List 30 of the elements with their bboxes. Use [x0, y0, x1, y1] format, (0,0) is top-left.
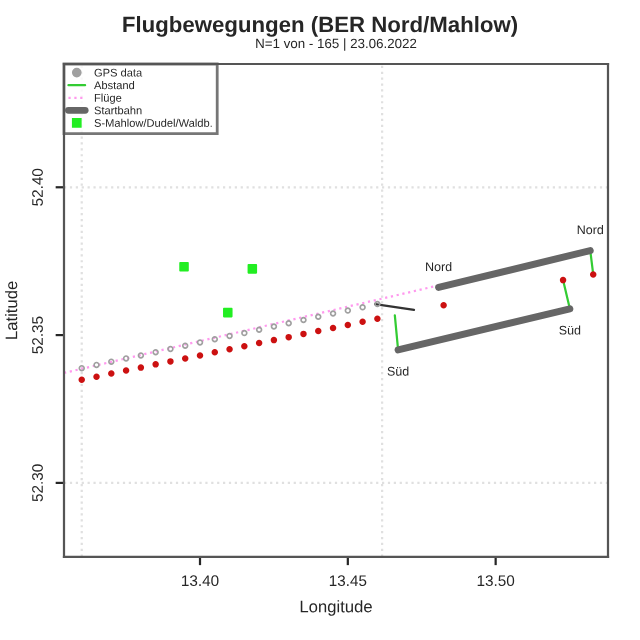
- point: [300, 330, 307, 338]
- point: [559, 276, 567, 284]
- point: [329, 324, 337, 332]
- point: [152, 361, 159, 368]
- point: [122, 367, 130, 374]
- point: [93, 373, 100, 381]
- point: [211, 348, 219, 356]
- x-axis-title: Longitude: [300, 600, 372, 616]
- chart-title: Flugbewegungen (BER Nord/Mahlow): [123, 16, 518, 37]
- point: [108, 370, 115, 377]
- point: [344, 321, 352, 329]
- point: [255, 339, 263, 347]
- point: [196, 352, 204, 359]
- point: [247, 264, 258, 274]
- point: [181, 355, 189, 362]
- point: [179, 262, 189, 272]
- point: [315, 327, 322, 335]
- point: [167, 358, 174, 365]
- point: [440, 301, 447, 309]
- point: [270, 336, 278, 344]
- point: [285, 333, 292, 341]
- point: [359, 318, 366, 326]
- point: [223, 307, 233, 318]
- point: [241, 343, 248, 350]
- point: [226, 346, 233, 353]
- point: [374, 315, 381, 323]
- y-axis-title: Latitude: [5, 281, 18, 339]
- point: [589, 271, 597, 278]
- point: [78, 376, 85, 383]
- point: [137, 364, 145, 371]
